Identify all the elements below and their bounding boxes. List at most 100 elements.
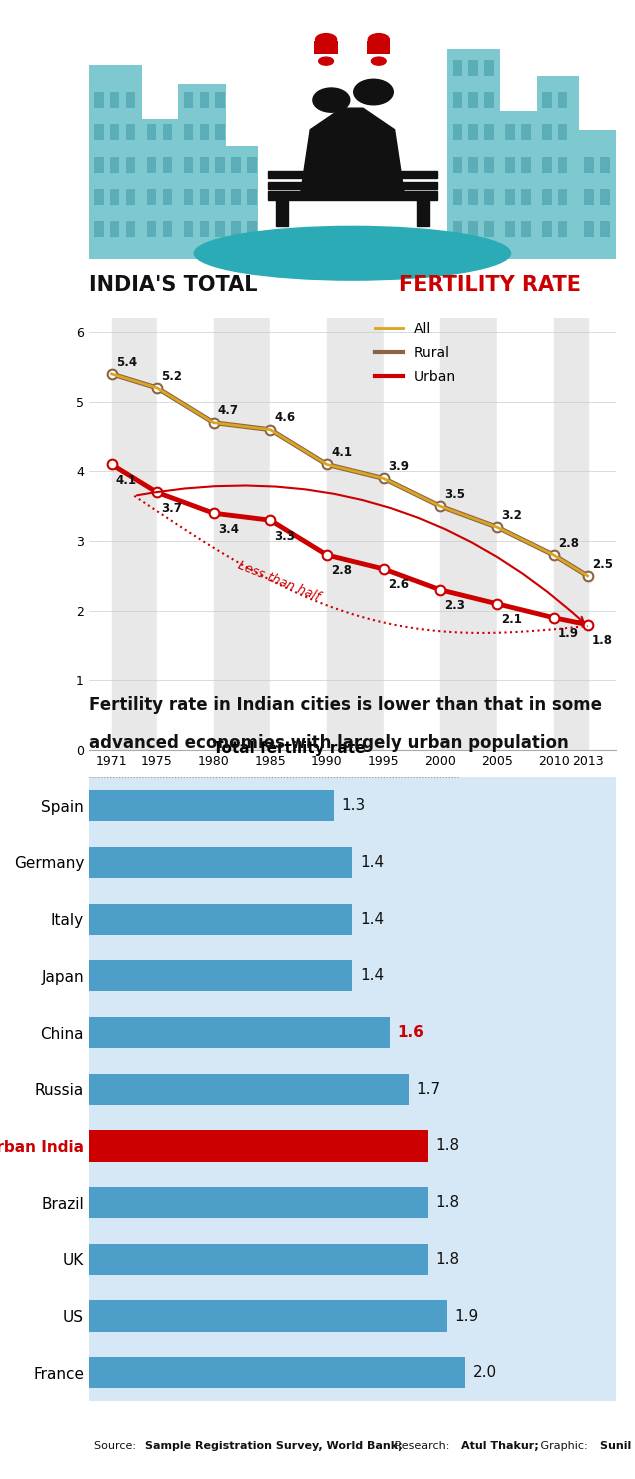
Text: 3.2: 3.2 <box>501 509 522 522</box>
Bar <box>417 200 429 226</box>
Bar <box>231 220 241 237</box>
Bar <box>542 157 552 173</box>
Text: Research:: Research: <box>391 1441 453 1451</box>
Bar <box>268 172 437 177</box>
Bar <box>226 146 258 259</box>
Ellipse shape <box>289 30 416 74</box>
Bar <box>94 157 104 173</box>
Bar <box>184 124 193 141</box>
Text: 4.6: 4.6 <box>274 411 295 424</box>
Bar <box>497 318 554 750</box>
Text: 2.5: 2.5 <box>592 558 613 571</box>
Text: Fertility rate in Indian cities is lower than that in some: Fertility rate in Indian cities is lower… <box>89 697 602 714</box>
Bar <box>247 157 257 173</box>
Bar <box>147 220 156 237</box>
Bar <box>542 92 552 108</box>
Bar <box>126 220 135 237</box>
Bar <box>110 189 119 206</box>
Bar <box>453 189 462 206</box>
Text: 1.4: 1.4 <box>360 969 384 984</box>
Bar <box>484 124 493 141</box>
Bar <box>94 92 104 108</box>
Text: 5.4: 5.4 <box>116 355 137 368</box>
Bar <box>89 847 352 879</box>
Bar <box>558 124 568 141</box>
Bar <box>542 220 552 237</box>
Text: 3.5: 3.5 <box>444 488 465 501</box>
Text: 2.1: 2.1 <box>501 614 522 626</box>
Ellipse shape <box>313 89 350 112</box>
Bar <box>453 220 462 237</box>
Bar <box>110 124 119 141</box>
Ellipse shape <box>354 80 393 105</box>
Bar <box>558 220 568 237</box>
Text: Atul Thakur;: Atul Thakur; <box>461 1441 538 1451</box>
Text: INDIA'S TOTAL: INDIA'S TOTAL <box>89 275 265 294</box>
Bar <box>163 220 172 237</box>
Text: 1.8: 1.8 <box>435 1139 459 1154</box>
Bar <box>110 220 119 237</box>
Text: 3.7: 3.7 <box>161 501 182 515</box>
Bar <box>89 1130 428 1161</box>
Bar <box>521 189 531 206</box>
Text: Less than half: Less than half <box>236 559 322 603</box>
Bar <box>89 1074 409 1105</box>
Bar <box>89 790 333 821</box>
Text: Source:: Source: <box>94 1441 140 1451</box>
Bar <box>469 220 478 237</box>
Bar <box>558 189 568 206</box>
Bar <box>147 157 156 173</box>
Bar <box>367 41 391 55</box>
Text: 4.1: 4.1 <box>331 447 352 458</box>
Bar <box>453 59 462 75</box>
Bar <box>469 189 478 206</box>
Text: 1.9: 1.9 <box>558 627 578 640</box>
Bar <box>453 92 462 108</box>
Bar <box>199 157 209 173</box>
Text: Graphic:: Graphic: <box>537 1441 591 1451</box>
Bar <box>89 1358 465 1389</box>
Text: 1.4: 1.4 <box>360 855 384 870</box>
Bar <box>231 157 241 173</box>
Text: 3.4: 3.4 <box>218 522 239 535</box>
Bar <box>199 124 209 141</box>
Bar <box>271 318 327 750</box>
Bar <box>215 92 225 108</box>
Text: 1.8: 1.8 <box>592 634 613 648</box>
Ellipse shape <box>316 34 337 46</box>
Bar <box>89 904 352 935</box>
Text: 1.9: 1.9 <box>454 1309 478 1324</box>
Bar <box>163 157 172 173</box>
Bar <box>447 49 500 259</box>
Bar <box>215 124 225 141</box>
Bar <box>89 1300 446 1331</box>
Bar <box>469 59 478 75</box>
Bar <box>505 189 515 206</box>
Bar <box>94 189 104 206</box>
Bar <box>521 220 531 237</box>
Ellipse shape <box>368 34 389 46</box>
Text: 2.0: 2.0 <box>473 1365 497 1380</box>
Text: 3.3: 3.3 <box>274 529 295 543</box>
Bar <box>110 92 119 108</box>
Text: 2.3: 2.3 <box>444 599 465 612</box>
Text: 2.8: 2.8 <box>558 537 578 550</box>
Bar <box>484 59 493 75</box>
Bar <box>521 124 531 141</box>
Bar <box>505 157 515 173</box>
Bar <box>126 189 135 206</box>
Bar <box>110 157 119 173</box>
Bar <box>112 318 157 750</box>
Ellipse shape <box>194 226 511 280</box>
Text: 1.8: 1.8 <box>435 1195 459 1210</box>
Bar <box>126 124 135 141</box>
Ellipse shape <box>371 58 386 65</box>
Bar <box>600 157 610 173</box>
Bar <box>314 41 338 55</box>
Bar <box>584 220 594 237</box>
Bar <box>184 92 193 108</box>
Bar <box>94 220 104 237</box>
Bar <box>213 318 271 750</box>
Text: 1.7: 1.7 <box>417 1081 441 1097</box>
Text: 4.1: 4.1 <box>116 473 137 487</box>
